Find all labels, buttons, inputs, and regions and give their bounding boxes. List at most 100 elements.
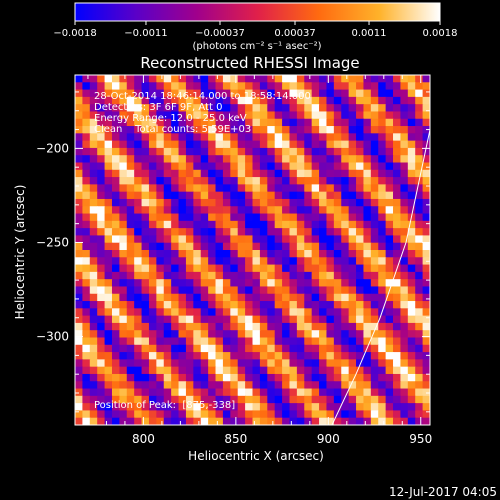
heatmap-cell [200,126,209,134]
heatmap-cell [111,220,120,229]
heatmap-cell [75,403,83,412]
heatmap-cell [267,162,276,171]
heatmap-cell [104,162,113,171]
heatmap-cell [363,242,372,251]
heatmap-cell [82,308,91,317]
heatmap-cell [378,271,387,280]
heatmap-cell [319,184,328,193]
heatmap-cell [407,96,416,105]
heatmap-cell [274,381,283,390]
heatmap-cell [356,395,365,404]
heatmap-cell [193,308,202,317]
heatmap-cell [97,147,106,156]
x-tick-label: 800 [132,432,155,446]
heatmap-cell [274,359,283,368]
heatmap-cell [289,315,298,324]
heatmap-cell [178,104,187,113]
heatmap-cell [119,89,128,98]
heatmap-cell [237,220,246,229]
heatmap-cell [111,111,120,120]
heatmap-cell [296,82,305,91]
heatmap-cell [319,191,328,200]
heatmap-cell [296,118,305,127]
heatmap-cell [252,344,261,353]
heatmap-cell [237,111,246,120]
heatmap-cell [296,162,305,171]
heatmap-cell [333,242,342,251]
heatmap-cell [415,118,424,127]
heatmap-cell [111,293,120,302]
heatmap-cell [185,337,194,346]
heatmap-cell [378,126,387,134]
heatmap-cell [274,82,283,91]
heatmap-cell [326,96,335,105]
heatmap-cell [230,198,239,207]
heatmap-cell [333,118,342,127]
heatmap-cell [252,133,261,142]
heatmap-cell [185,301,194,309]
heatmap-cell [200,111,209,120]
heatmap-cell [259,140,268,149]
heatmap-cell [326,155,335,164]
heatmap-cell [245,82,254,91]
heatmap-cell [341,191,350,200]
heatmap-cell [89,286,98,295]
heatmap-cell [341,330,350,339]
heatmap-cell [141,373,150,382]
heatmap-cell [289,177,298,185]
heatmap-cell [119,162,128,171]
heatmap-cell [326,388,335,397]
heatmap-cell [185,191,194,200]
heatmap-cell [282,235,291,244]
heatmap-cell [208,366,217,375]
heatmap-cell [97,366,106,375]
heatmap-cell [311,75,320,83]
heatmap-cell [282,373,291,382]
heatmap-cell [193,162,202,171]
heatmap-cell [215,279,224,288]
heatmap-cell [341,155,350,164]
heatmap-cell [333,395,342,404]
heatmap-cell [119,111,128,120]
heatmap-cell [237,242,246,251]
heatmap-cell [75,104,83,113]
heatmap-cell [415,257,424,266]
heatmap-cell [311,228,320,237]
heatmap-cell [171,89,180,98]
heatmap-cell [237,359,246,368]
heatmap-cell [82,184,91,193]
heatmap-cell [348,330,357,339]
heatmap-cell [370,89,379,98]
heatmap-cell [282,104,291,113]
heatmap-cell [208,162,217,171]
heatmap-cell [89,177,98,185]
heatmap-cell [89,235,98,244]
heatmap-cell [171,286,180,295]
heatmap-cell [326,206,335,215]
heatmap-cell [400,315,409,324]
heatmap-cell [230,104,239,113]
heatmap-cell [289,198,298,207]
heatmap-cell [245,264,254,273]
heatmap-cell [326,403,335,412]
heatmap-cell [274,264,283,273]
x-tick-label: 950 [409,432,432,446]
heatmap-cell [185,155,194,164]
heatmap-cell [363,322,372,331]
heatmap-cell [267,293,276,302]
heatmap-cell [134,264,143,273]
heatmap-cell [370,104,379,113]
heatmap-cell [208,337,217,346]
heatmap-cell [163,133,172,142]
heatmap-cell [104,308,113,317]
heatmap-cell [222,293,231,302]
heatmap-cell [82,104,91,113]
heatmap-cell [75,344,83,353]
heatmap-cell [178,96,187,105]
heatmap-cell [289,395,298,404]
heatmap-cell [185,286,194,295]
heatmap-cell [348,373,357,382]
heatmap-cell [311,286,320,295]
heatmap-cell [422,118,430,127]
heatmap-cell [119,293,128,302]
